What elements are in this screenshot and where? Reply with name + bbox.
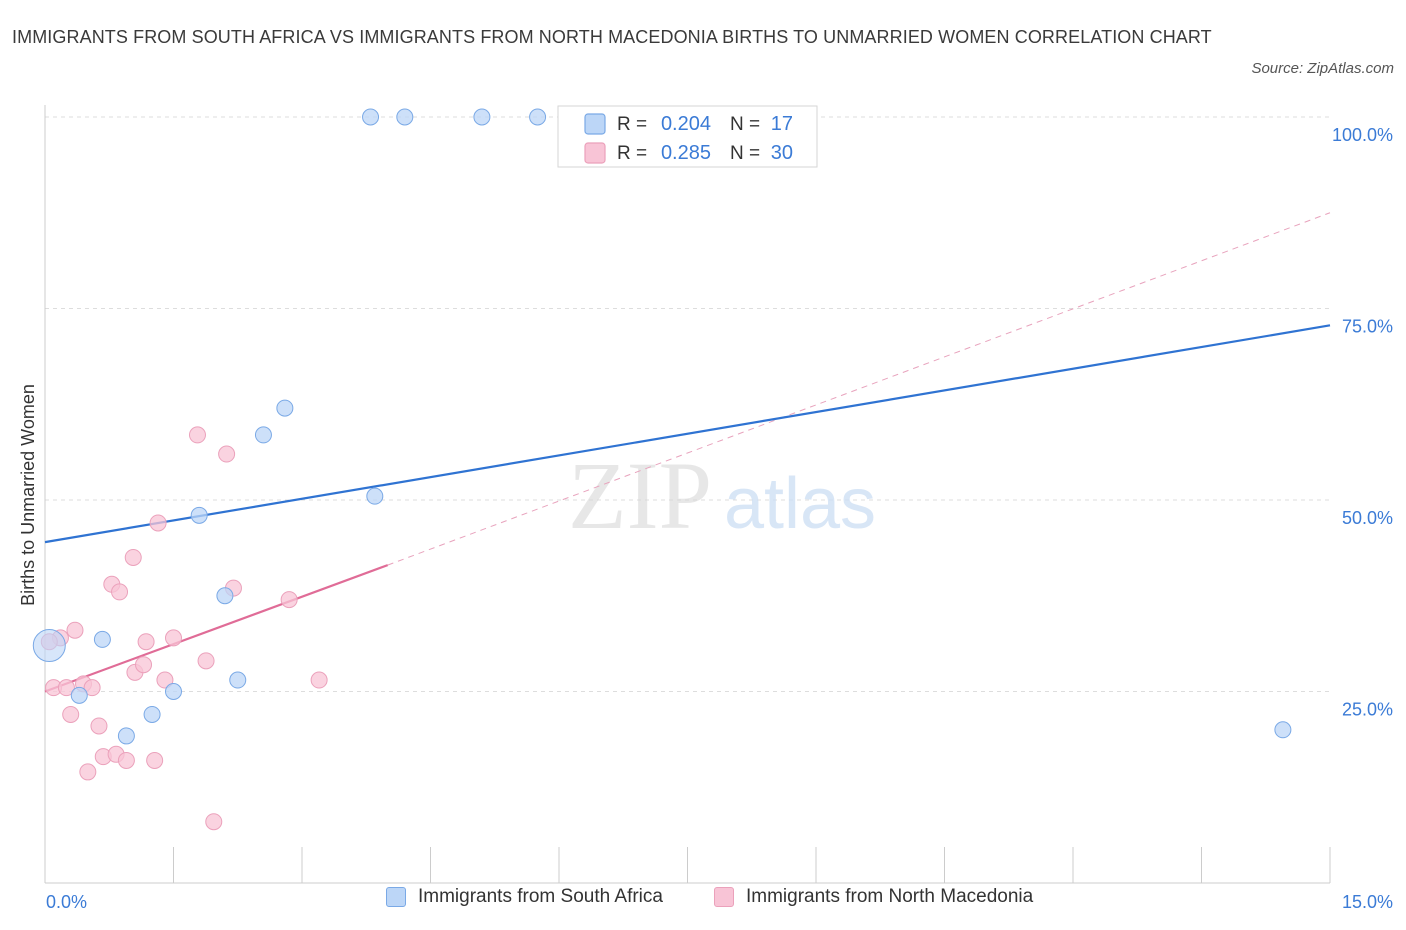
stats-n-value-1: 30: [771, 142, 793, 164]
point-south-africa-3: [117, 727, 135, 745]
point-north-macedonia-6: [79, 763, 97, 781]
point-north-macedonia-16: [135, 656, 153, 674]
legend-item-south-africa: Immigrants from South Africa: [386, 886, 663, 908]
point-north-macedonia-7: [83, 679, 101, 697]
point-north-macedonia-12: [111, 583, 129, 601]
point-south-africa-12: [362, 108, 380, 126]
stats-r-value-1: 0.285: [661, 142, 711, 164]
trend-line-south-africa: [44, 324, 1331, 544]
legend-swatch-blue: [386, 887, 406, 907]
axes: [44, 105, 1331, 884]
point-south-africa-10: [276, 399, 294, 417]
point-south-africa-14: [473, 108, 491, 126]
point-north-macedonia-14: [124, 548, 142, 566]
point-north-macedonia-20: [156, 671, 174, 689]
y-axis-label: Births to Unmarried Women: [18, 384, 38, 606]
point-south-africa-4: [143, 705, 161, 723]
stats-swatch-1: [584, 142, 606, 164]
point-north-macedonia-23: [197, 652, 215, 670]
point-north-macedonia-22: [188, 426, 206, 444]
point-south-africa-13: [396, 108, 414, 126]
chart-source: Source: ZipAtlas.com: [1251, 60, 1394, 77]
point-south-africa-2: [93, 630, 111, 648]
stats-legend: R = 0.204 N = 17 R = 0.285 N = 30: [557, 105, 818, 168]
legend-label-north-macedonia: Immigrants from North Macedonia: [746, 886, 1034, 907]
point-north-macedonia-2: [57, 679, 75, 697]
y-tick-labels: 25.0% 50.0% 75.0% 100.0%: [1332, 125, 1393, 720]
watermark-atlas: atlas: [724, 464, 876, 544]
point-south-africa-11: [366, 487, 384, 505]
trend-line-north-macedonia-extended: [387, 212, 1331, 566]
point-south-africa-1: [70, 686, 88, 704]
point-south-africa-7: [216, 587, 234, 605]
x-tick-label-min: 0.0%: [46, 892, 87, 912]
point-south-africa-16: [1274, 721, 1292, 739]
chart-title: IMMIGRANTS FROM SOUTH AFRICA VS IMMIGRAN…: [12, 27, 1212, 47]
stats-n-value-0: 17: [771, 113, 793, 135]
point-south-africa-0: [32, 629, 66, 663]
series-legend: Immigrants from South Africa Immigrants …: [0, 886, 1406, 916]
stats-r-label-1: R =: [617, 143, 647, 164]
point-north-macedonia-19: [149, 514, 167, 532]
watermark-zip: ZIP: [568, 442, 712, 549]
point-south-africa-8: [229, 671, 247, 689]
point-north-macedonia-21: [165, 629, 182, 647]
point-north-macedonia-4: [66, 621, 84, 639]
legend-item-north-macedonia: Immigrants from North Macedonia: [714, 886, 1033, 908]
legend-swatch-pink: [714, 887, 734, 907]
gridlines: [45, 116, 1330, 692]
stats-r-label-0: R =: [617, 114, 647, 135]
point-south-africa-5: [165, 683, 182, 700]
point-north-macedonia-28: [310, 671, 328, 689]
trend-line-north-macedonia: [44, 564, 389, 693]
point-north-macedonia-13: [117, 751, 135, 769]
y-tick-label-0: 25.0%: [1342, 700, 1393, 720]
point-south-africa-15: [529, 108, 547, 126]
point-north-macedonia-8: [90, 717, 108, 735]
x-tick-label-max: 15.0%: [1342, 892, 1393, 912]
point-north-macedonia-25: [218, 445, 236, 463]
stats-n-label-1: N =: [730, 143, 760, 164]
point-north-macedonia-18: [146, 751, 164, 769]
point-north-macedonia-27: [280, 591, 298, 609]
point-north-macedonia-17: [137, 633, 155, 651]
stats-r-value-0: 0.204: [661, 113, 711, 135]
stats-n-label-0: N =: [730, 114, 760, 135]
point-north-macedonia-24: [205, 813, 223, 831]
stats-swatch-0: [584, 113, 606, 135]
watermark: ZIP atlas: [568, 442, 876, 549]
legend-label-south-africa: Immigrants from South Africa: [418, 886, 663, 907]
x-tick-labels: 0.0% 15.0%: [46, 892, 1393, 912]
data-points: [32, 108, 1292, 831]
trend-lines: [44, 212, 1331, 693]
point-south-africa-6: [190, 506, 208, 524]
y-tick-label-1: 50.0%: [1342, 508, 1393, 528]
y-tick-label-2: 75.0%: [1342, 317, 1393, 337]
point-south-africa-9: [254, 426, 272, 444]
point-north-macedonia-3: [62, 705, 80, 723]
y-tick-label-3: 100.0%: [1332, 125, 1393, 145]
